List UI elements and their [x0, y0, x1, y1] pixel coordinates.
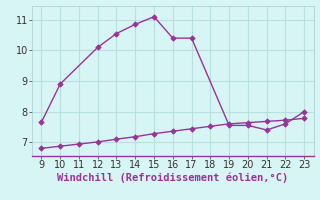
X-axis label: Windchill (Refroidissement éolien,°C): Windchill (Refroidissement éolien,°C) — [57, 173, 288, 183]
